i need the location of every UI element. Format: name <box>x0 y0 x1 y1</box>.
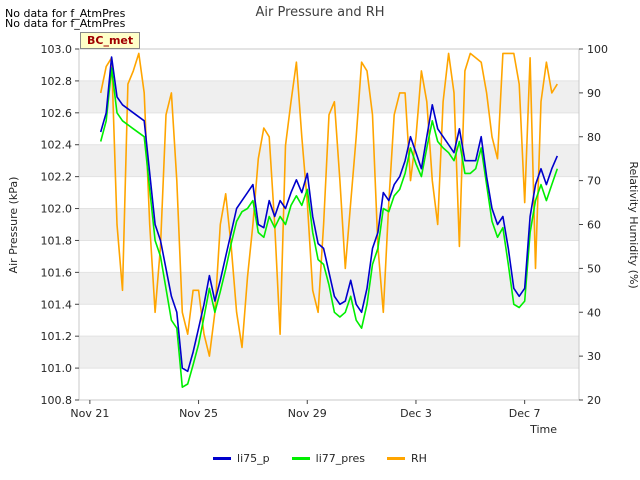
left-tick-label: 101.2 <box>41 330 73 343</box>
right-tick-label: 100 <box>587 43 608 56</box>
legend-swatch-li77-pres <box>291 457 310 460</box>
right-tick-label: 70 <box>587 175 601 188</box>
legend-item-li77-pres: li77_pres <box>291 452 366 465</box>
x-tick-label: Nov 29 <box>288 407 327 420</box>
legend-item-rh: RH <box>387 452 427 465</box>
right-tick-label: 80 <box>587 131 601 144</box>
grid-band <box>79 144 579 177</box>
grid-band <box>79 80 579 113</box>
left-tick-label: 102.0 <box>41 203 73 216</box>
left-tick-label: 102.2 <box>41 171 73 184</box>
right-tick-label: 30 <box>587 350 601 363</box>
series-line-li75-p <box>99 56 559 373</box>
legend: li75_p li77_pres RH <box>0 452 640 465</box>
left-tick-label: 103.0 <box>41 43 73 56</box>
left-tick-label: 101.8 <box>41 234 73 247</box>
x-tick-label: Dec 3 <box>400 407 432 420</box>
left-tick-label: 101.0 <box>41 362 73 375</box>
no-data-note-1: No data for f_AtmPres <box>5 7 126 20</box>
left-axis-ticks: 100.8 101.0 101.2 101.4 101.6 101.8 102.0 102.2… <box>41 43 79 407</box>
legend-label-li75-p: li75_p <box>237 452 270 465</box>
right-axis-title: Relativity Humidity (%) <box>627 161 640 288</box>
right-tick-label: 40 <box>587 306 601 319</box>
right-tick-label: 50 <box>587 262 601 275</box>
left-tick-label: 100.8 <box>41 394 73 407</box>
chart-title: Air Pressure and RH <box>255 5 384 20</box>
legend-label-rh: RH <box>411 452 427 465</box>
right-tick-label: 60 <box>587 219 601 232</box>
series-line-rh <box>99 52 558 357</box>
no-data-note-2: No data for f_AtmPres <box>5 17 126 30</box>
x-tick-label: Nov 21 <box>70 407 109 420</box>
left-tick-label: 101.6 <box>41 266 73 279</box>
site-badge: BC_met <box>80 32 141 49</box>
x-axis-ticks: Nov 21 Nov 25 Nov 29 Dec 3 Dec 7 <box>70 400 541 420</box>
legend-swatch-rh <box>387 457 406 460</box>
left-axis-title: Air Pressure (kPa) <box>7 177 20 274</box>
series-line-li77-pres <box>99 67 559 389</box>
left-tick-label: 102.4 <box>41 139 73 152</box>
left-tick-label: 102.6 <box>41 107 73 120</box>
right-tick-label: 90 <box>587 87 601 100</box>
left-tick-label: 102.8 <box>41 75 73 88</box>
x-tick-label: Nov 25 <box>179 407 218 420</box>
right-tick-label: 20 <box>587 394 601 407</box>
grid-band <box>79 336 579 369</box>
legend-item-li75-p: li75_p <box>213 452 270 465</box>
legend-swatch-li75-p <box>213 457 232 460</box>
left-tick-label: 101.4 <box>41 298 73 311</box>
series-layer <box>99 52 559 389</box>
x-tick-label: Dec 7 <box>509 407 541 420</box>
right-axis-ticks: 20 30 40 50 60 70 80 90 100 <box>579 43 608 407</box>
x-axis-title: Time <box>529 423 557 436</box>
legend-label-li77-pres: li77_pres <box>315 452 366 465</box>
